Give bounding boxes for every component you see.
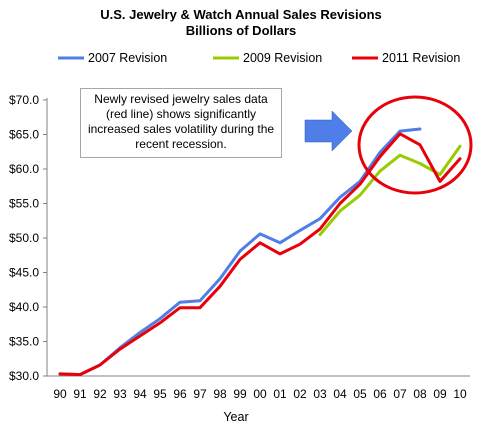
x-tick-label: 05	[353, 387, 367, 401]
series-line-2011-revision	[58, 132, 462, 377]
legend: 2007 Revision 2009 Revision 2011 Revision	[58, 51, 460, 65]
y-tick-label: $60.0	[9, 162, 39, 176]
x-tick-label: 95	[153, 387, 167, 401]
x-tick-label: 93	[113, 387, 127, 401]
legend-label: 2011 Revision	[382, 51, 460, 65]
y-tick-label: $70.0	[9, 93, 39, 107]
y-tick-label: $35.0	[9, 335, 39, 349]
x-axis-ticks: 90 91 92 93 94 95 96 97 98 99 00 01 02 03 04 05 06 07 08 09…	[53, 387, 467, 401]
annotation-note: Newly revised jewelry sales data (red li…	[80, 88, 282, 158]
series-line-2009-revision	[318, 144, 462, 237]
x-axis-title: Year	[223, 410, 248, 424]
annotation-arrow	[304, 110, 353, 152]
x-tick-label: 94	[133, 387, 147, 401]
y-tick-label: $40.0	[9, 300, 39, 314]
y-tick-label: $65.0	[9, 128, 39, 142]
series-group	[58, 127, 462, 377]
legend-label: 2007 Revision	[88, 51, 167, 65]
y-axis-ticks: $30.0 $35.0 $40.0 $45.0 $50.0 $55.0 $60.0 $65.0…	[9, 93, 47, 383]
x-tick-label: 07	[393, 387, 407, 401]
y-tick-label: $55.0	[9, 197, 39, 211]
x-tick-label: 02	[293, 387, 307, 401]
x-tick-label: 91	[73, 387, 87, 401]
x-tick-label: 99	[233, 387, 247, 401]
x-tick-label: 04	[333, 387, 347, 401]
x-tick-label: 09	[433, 387, 447, 401]
highlight-circle	[357, 95, 473, 195]
y-tick-label: $50.0	[9, 231, 39, 245]
x-tick-label: 03	[313, 387, 327, 401]
x-tick-label: 97	[193, 387, 207, 401]
x-tick-label: 96	[173, 387, 187, 401]
y-tick-label: $30.0	[9, 369, 39, 383]
x-tick-label: 00	[253, 387, 267, 401]
x-tick-label: 10	[453, 387, 467, 401]
x-tick-label: 01	[273, 387, 287, 401]
y-tick-label: $45.0	[9, 266, 39, 280]
x-tick-label: 92	[93, 387, 107, 401]
x-tick-label: 08	[413, 387, 427, 401]
chart-title: U.S. Jewelry & Watch Annual Sales Revisi…	[100, 7, 382, 22]
x-tick-label: 06	[373, 387, 387, 401]
x-tick-label: 98	[213, 387, 227, 401]
chart-subtitle: Billions of Dollars	[186, 23, 297, 38]
x-tick-label: 90	[53, 387, 67, 401]
legend-label: 2009 Revision	[243, 51, 322, 65]
